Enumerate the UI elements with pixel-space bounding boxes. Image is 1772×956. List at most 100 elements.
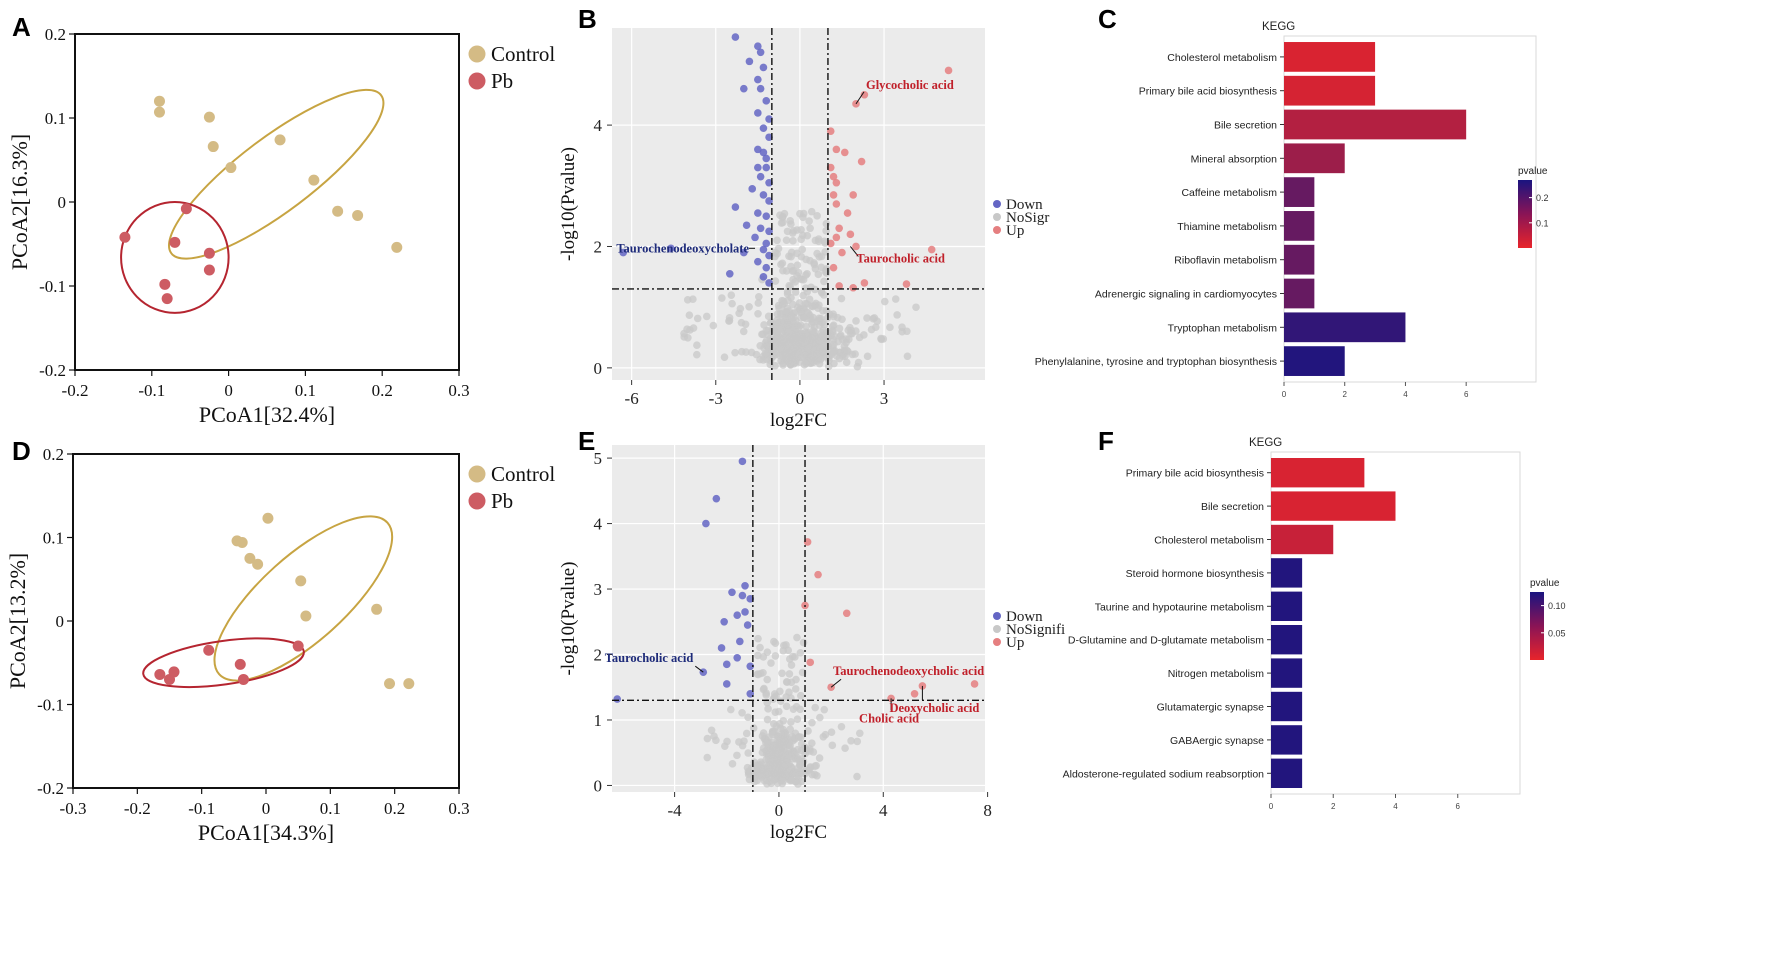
point-down xyxy=(759,63,768,72)
point-nosig xyxy=(852,317,860,325)
point-control xyxy=(262,512,274,524)
panel-letter-c: C xyxy=(1098,4,1117,34)
category-label: Primary bile acid biosynthesis xyxy=(1139,86,1277,98)
point-up xyxy=(846,230,855,239)
point-nosig xyxy=(782,236,791,245)
legend-marker-nosigr xyxy=(993,213,1001,221)
point-nosig xyxy=(788,229,797,237)
point-up xyxy=(826,127,835,135)
point-nosig xyxy=(778,669,786,678)
point-nosig xyxy=(893,311,901,319)
category-label: D-Glutamine and D-glutamate metabolism xyxy=(1068,635,1264,647)
point-down xyxy=(738,457,747,466)
panel-letter-a: A xyxy=(12,12,31,42)
point-nosig xyxy=(806,224,814,233)
point-up xyxy=(944,66,953,75)
x-axis-label: PCoA1[32.4%] xyxy=(199,402,335,427)
point-nosig xyxy=(756,341,764,350)
point-nosig xyxy=(776,687,784,696)
plot-frame xyxy=(74,33,460,371)
point-up xyxy=(803,538,812,546)
point-down xyxy=(762,212,771,220)
point-down xyxy=(765,279,773,287)
point-nosig xyxy=(787,678,796,687)
point-down xyxy=(740,248,748,257)
point-nosig xyxy=(680,333,689,341)
bar xyxy=(1284,109,1467,140)
x-tick-label: 0.2 xyxy=(384,799,405,818)
point-nosig xyxy=(808,739,816,747)
legend-marker-nosignifi xyxy=(993,625,1001,633)
point-nosig xyxy=(745,769,753,777)
point-down xyxy=(741,608,749,616)
point-nosig xyxy=(802,322,810,331)
point-nosig xyxy=(822,269,831,277)
point-pb xyxy=(203,644,215,656)
point-nosig xyxy=(778,310,786,318)
point-pb xyxy=(180,203,192,215)
point-nosig xyxy=(825,310,834,318)
point-nosig xyxy=(805,217,813,225)
point-nosig xyxy=(827,728,836,737)
ellipse-control xyxy=(213,515,394,682)
point-down xyxy=(759,124,768,132)
point-nosig xyxy=(683,325,691,334)
x-axis-label: log2FC xyxy=(770,822,827,843)
point-nosig xyxy=(693,341,701,350)
point-nosig xyxy=(728,760,737,768)
annotation-label: Cholic acid xyxy=(859,711,919,725)
colorbar-tick-label: 0.10 xyxy=(1548,601,1566,611)
point-nosig xyxy=(793,715,802,723)
annotation-leader xyxy=(694,665,704,673)
point-nosig xyxy=(811,703,820,712)
point-pb xyxy=(234,658,246,670)
pcoa-plot-d: -0.3 -0.2 -0.1 0 0.1 0.2 0.3-0.2-0.100.10.2PCo… xyxy=(5,445,555,845)
point-nosig xyxy=(754,299,763,307)
point-control xyxy=(391,241,403,253)
y-tick-label: 2 xyxy=(594,237,603,256)
x-tick-label: 2 xyxy=(1331,802,1336,811)
category-label: Cholesterol metabolism xyxy=(1154,535,1264,547)
point-nosig xyxy=(784,768,793,777)
point-nosig xyxy=(689,295,697,303)
point-nosig xyxy=(791,356,800,364)
point-nosig xyxy=(725,317,733,325)
point-nosig xyxy=(771,652,780,660)
point-down xyxy=(765,251,773,260)
point-nosig xyxy=(731,348,739,357)
point-control xyxy=(308,174,320,186)
x-tick-label: 8 xyxy=(983,801,992,820)
point-down xyxy=(722,660,731,669)
point-nosig xyxy=(813,212,821,220)
x-tick-label: -6 xyxy=(625,389,639,408)
point-nosig xyxy=(689,324,698,332)
point-nosig xyxy=(702,312,711,321)
point-nosig xyxy=(774,301,783,310)
bar xyxy=(1284,346,1345,376)
point-nosig xyxy=(837,294,846,303)
point-down xyxy=(762,263,771,272)
x-tick-label: 0 xyxy=(775,801,784,820)
point-nosig xyxy=(822,219,831,228)
point-up xyxy=(842,609,851,618)
point-down xyxy=(759,245,768,254)
point-up xyxy=(832,200,841,208)
point-nosig xyxy=(807,351,815,360)
point-nosig xyxy=(685,311,694,319)
point-down xyxy=(746,595,755,603)
x-tick-label: -0.2 xyxy=(124,799,151,818)
point-nosig xyxy=(754,309,762,318)
point-nosig xyxy=(707,726,716,735)
point-down xyxy=(754,145,762,154)
y-tick-label: 0 xyxy=(58,193,67,212)
point-nosig xyxy=(787,252,795,261)
bar xyxy=(1271,758,1303,788)
point-nosig xyxy=(863,314,871,322)
point-down xyxy=(762,154,771,163)
kegg-bar-plot-c: KEGG Cholesterol metabolism Primary bile a… xyxy=(1035,21,1549,399)
point-down xyxy=(702,519,710,528)
point-control xyxy=(371,603,383,615)
point-up xyxy=(829,172,838,181)
point-nosig xyxy=(744,713,752,722)
point-nosig xyxy=(788,732,796,741)
